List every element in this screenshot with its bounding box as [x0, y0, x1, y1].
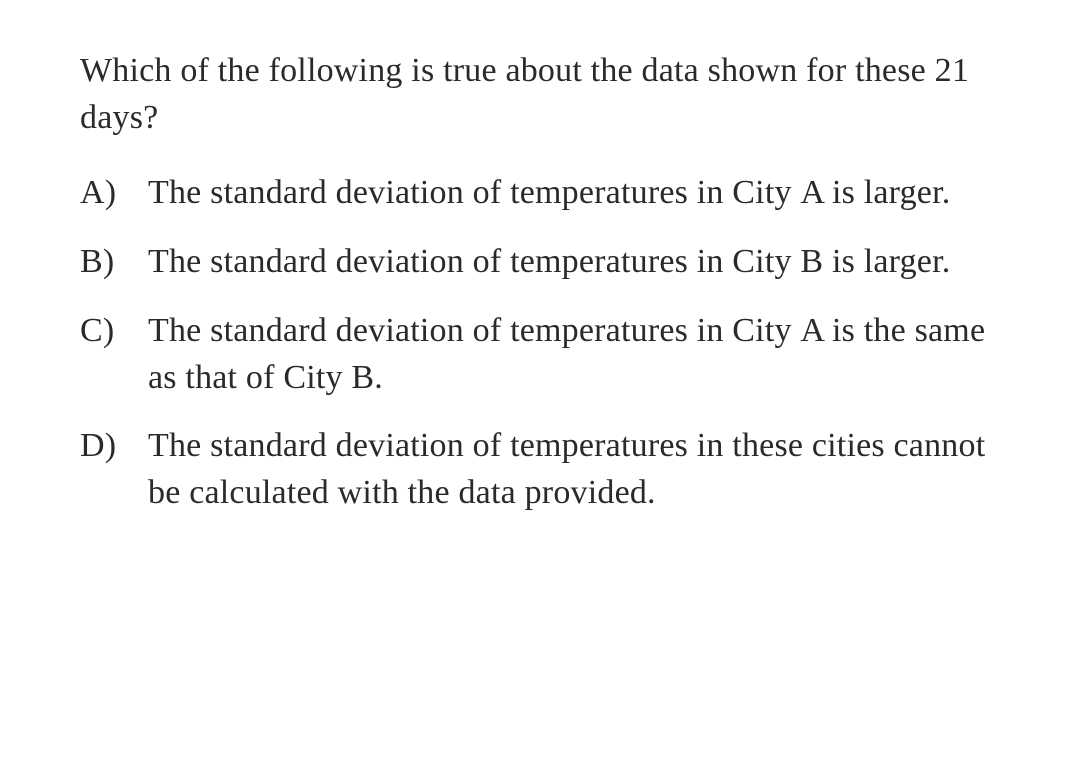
option-letter: A): [80, 170, 148, 217]
option-text: The standard deviation of temperatures i…: [148, 423, 1008, 517]
option-c: C) The standard deviation of temperature…: [80, 308, 1008, 402]
option-letter: D): [80, 423, 148, 470]
option-b: B) The standard deviation of temperature…: [80, 239, 1008, 286]
options-list: A) The standard deviation of temperature…: [80, 170, 1008, 517]
option-text: The standard deviation of temperatures i…: [148, 170, 1008, 217]
option-letter: B): [80, 239, 148, 286]
option-a: A) The standard deviation of temperature…: [80, 170, 1008, 217]
question-text: Which of the following is true about the…: [80, 48, 1008, 142]
option-d: D) The standard deviation of temperature…: [80, 423, 1008, 517]
option-letter: C): [80, 308, 148, 355]
option-text: The standard deviation of temperatures i…: [148, 308, 1008, 402]
option-text: The standard deviation of temperatures i…: [148, 239, 1008, 286]
